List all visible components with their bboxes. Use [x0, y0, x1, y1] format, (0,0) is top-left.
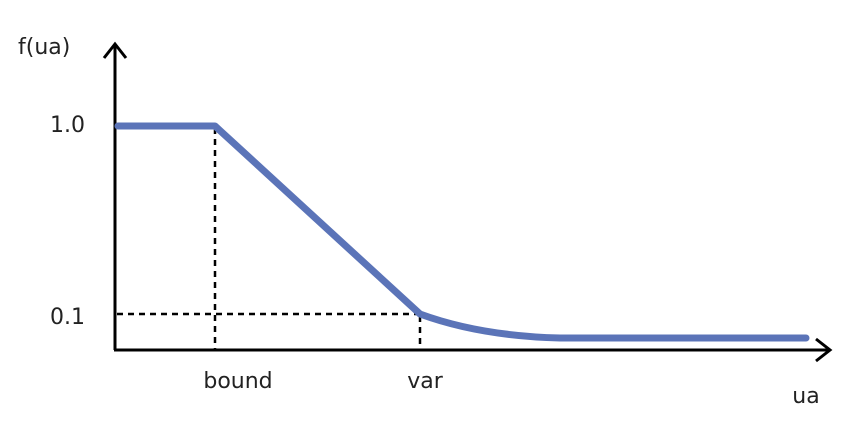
y-axis-arrow — [102, 41, 128, 59]
x-tick-label: var — [407, 369, 444, 394]
x-axis-label: ua — [792, 384, 819, 409]
y-tick-label: 0.1 — [50, 305, 85, 330]
x-axis-arrow — [815, 337, 833, 363]
y-tick-label: 1.0 — [50, 113, 85, 138]
function-curve — [114, 122, 810, 342]
y-axis-label: f(ua) — [18, 35, 70, 60]
x-tick-label: bound — [203, 369, 272, 394]
